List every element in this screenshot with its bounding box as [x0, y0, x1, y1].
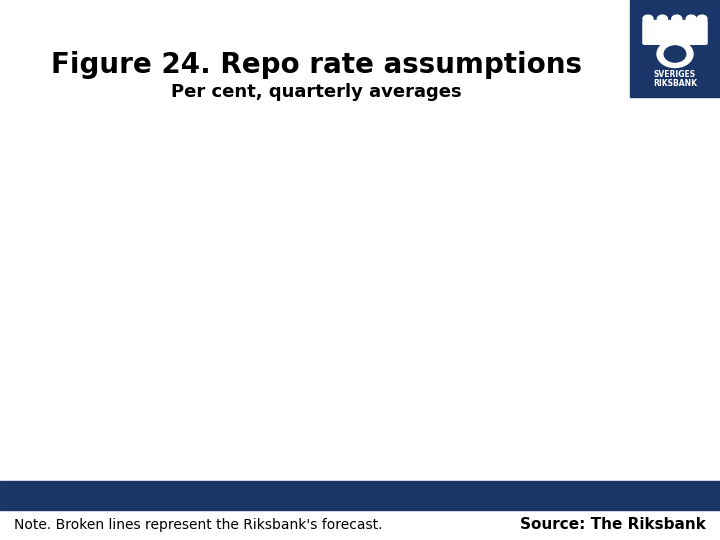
Circle shape	[657, 40, 693, 68]
Circle shape	[657, 15, 667, 23]
FancyBboxPatch shape	[643, 21, 707, 44]
Bar	[0, 481, 720, 510]
Circle shape	[643, 15, 653, 23]
Text: SVERIGES: SVERIGES	[654, 70, 696, 79]
Bar	[630, 0, 720, 97]
Text: Note. Broken lines represent the Riksbank's forecast.: Note. Broken lines represent the Riksban…	[14, 518, 383, 532]
Circle shape	[686, 15, 696, 23]
Text: Source: The Riksbank: Source: The Riksbank	[520, 517, 706, 532]
Circle shape	[697, 15, 707, 23]
Circle shape	[672, 15, 682, 23]
Text: Per cent, quarterly averages: Per cent, quarterly averages	[171, 83, 462, 101]
Circle shape	[665, 46, 685, 62]
Text: RIKSBANK: RIKSBANK	[653, 79, 697, 88]
Text: Figure 24. Repo rate assumptions: Figure 24. Repo rate assumptions	[51, 51, 582, 79]
